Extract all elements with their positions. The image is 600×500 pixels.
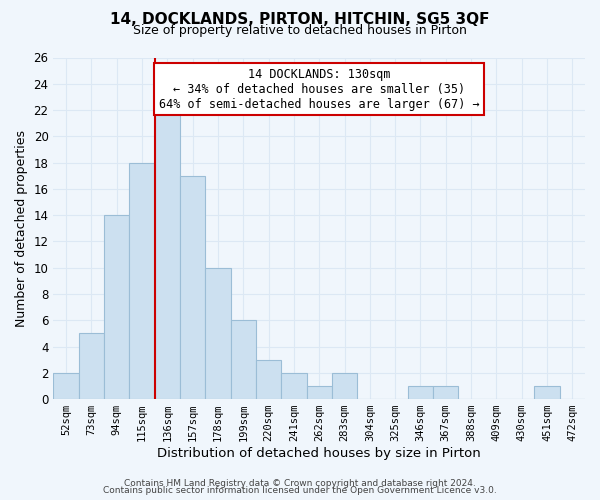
Bar <box>535 386 560 399</box>
Bar <box>256 360 281 399</box>
Bar <box>230 320 256 399</box>
Bar <box>307 386 332 399</box>
Text: 14, DOCKLANDS, PIRTON, HITCHIN, SG5 3QF: 14, DOCKLANDS, PIRTON, HITCHIN, SG5 3QF <box>110 12 490 28</box>
Text: Contains public sector information licensed under the Open Government Licence v3: Contains public sector information licen… <box>103 486 497 495</box>
Bar <box>53 373 79 399</box>
Bar <box>79 334 104 399</box>
Bar <box>281 373 307 399</box>
Text: 14 DOCKLANDS: 130sqm
← 34% of detached houses are smaller (35)
64% of semi-detac: 14 DOCKLANDS: 130sqm ← 34% of detached h… <box>159 68 479 110</box>
Bar <box>205 268 230 399</box>
Bar <box>408 386 433 399</box>
Text: Contains HM Land Registry data © Crown copyright and database right 2024.: Contains HM Land Registry data © Crown c… <box>124 478 476 488</box>
Bar <box>332 373 357 399</box>
Bar <box>433 386 458 399</box>
Bar <box>104 215 130 399</box>
Bar <box>130 162 155 399</box>
X-axis label: Distribution of detached houses by size in Pirton: Distribution of detached houses by size … <box>157 447 481 460</box>
Y-axis label: Number of detached properties: Number of detached properties <box>15 130 28 327</box>
Bar <box>155 110 180 399</box>
Bar <box>180 176 205 399</box>
Text: Size of property relative to detached houses in Pirton: Size of property relative to detached ho… <box>133 24 467 37</box>
